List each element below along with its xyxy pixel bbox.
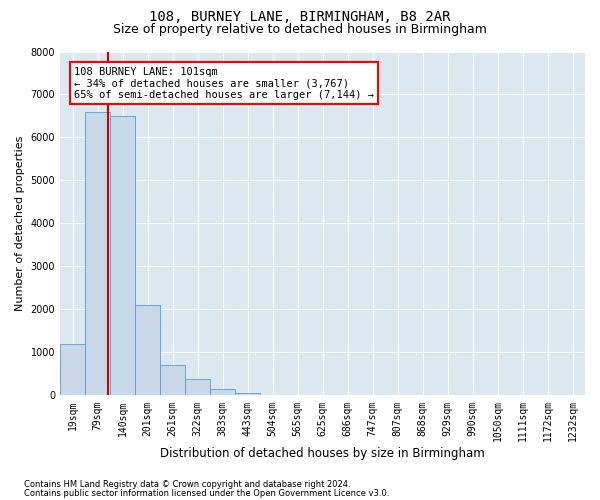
X-axis label: Distribution of detached houses by size in Birmingham: Distribution of detached houses by size …: [160, 447, 485, 460]
Bar: [185, 379, 210, 396]
Bar: [135, 305, 160, 396]
Bar: [160, 366, 185, 396]
Bar: [110, 116, 135, 396]
Text: Size of property relative to detached houses in Birmingham: Size of property relative to detached ho…: [113, 22, 487, 36]
Bar: [260, 394, 285, 396]
Text: 108, BURNEY LANE, BIRMINGHAM, B8 2AR: 108, BURNEY LANE, BIRMINGHAM, B8 2AR: [149, 10, 451, 24]
Text: Contains HM Land Registry data © Crown copyright and database right 2024.: Contains HM Land Registry data © Crown c…: [24, 480, 350, 489]
Bar: [85, 112, 110, 396]
Text: 108 BURNEY LANE: 101sqm
← 34% of detached houses are smaller (3,767)
65% of semi: 108 BURNEY LANE: 101sqm ← 34% of detache…: [74, 66, 374, 100]
Text: Contains public sector information licensed under the Open Government Licence v3: Contains public sector information licen…: [24, 488, 389, 498]
Bar: [210, 390, 235, 396]
Bar: [235, 394, 260, 396]
Y-axis label: Number of detached properties: Number of detached properties: [15, 136, 25, 311]
Bar: [60, 344, 85, 396]
